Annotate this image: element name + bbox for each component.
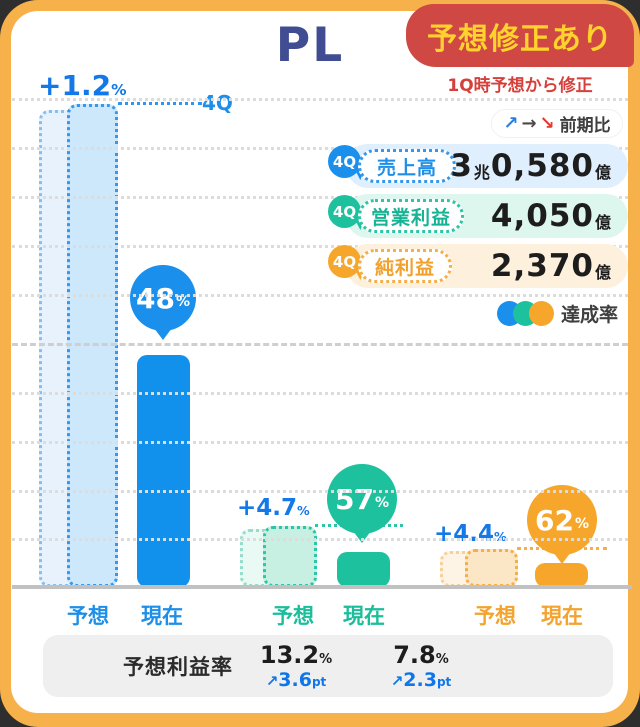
legend-row-net-profit: 4Q 純利益 2,370 億 [328,244,628,288]
value-number: 3 [450,148,473,184]
delta-number: 2.3 [403,669,437,691]
legend-label-pill: 売上高 [358,149,456,183]
gridline-50pct [12,343,628,346]
achievement-unit: % [175,294,190,310]
quarter-badge: 4Q [328,245,361,278]
legend-label-pill: 純利益 [358,249,452,283]
period-comparison-legend: ↗ → ↘ 前期比 [491,109,623,138]
axis-label-forecast: 予想 [474,604,516,628]
delta-number: 3.6 [278,669,312,691]
margin-unit: % [435,652,449,667]
delta-unit: pt [311,675,327,689]
gridline [12,147,628,150]
value-number: 4,050 [490,198,594,234]
revision-value: +4.4 [434,521,495,547]
legend-value: 4,050 億 [489,194,612,238]
comparison-label: 前期比 [559,116,611,136]
gridline [12,98,628,101]
achievement-rate-label: 達成率 [561,304,619,326]
revenue-current-bar [137,355,190,587]
margin-delta: ↗2.3pt [356,669,486,691]
operating-revision-label: +4.7% [237,495,310,521]
legend-row-operating-profit: 4Q 営業利益 4,050 億 [328,194,628,238]
achievement-value: 62 [535,503,574,537]
value-unit: 億 [594,163,611,182]
operating-achievement-bubble: 57% [327,464,397,543]
achievement-unit: % [374,495,389,511]
revenue-target-label: 4Q [202,91,233,115]
axis-label-current: 現在 [343,604,385,628]
value-number: 2,370 [490,248,594,284]
revenue-revision-label: +1.2% [38,69,126,102]
legend-value: 2,370 億 [489,244,612,288]
right-arrow-icon: → [521,112,537,134]
forecast-revision-note: 1Q時予想から修正 [447,76,593,96]
revision-unit: % [111,81,127,99]
gridline [12,538,628,541]
quarter-badge: 4Q [328,195,361,228]
up-right-arrow-icon: ↗ [265,672,279,690]
operating-current-bar [337,552,390,587]
gridline [12,392,628,395]
revision-unit: % [494,529,507,544]
quarter-badge: 4Q [328,145,361,178]
gridline [12,294,628,297]
up-right-arrow-icon: ↗ [390,672,404,690]
value-unit: 兆 [473,163,490,182]
margin-number: 13.2 [259,641,320,669]
down-right-arrow-icon: ↘ [539,112,555,134]
net-achievement-bubble: 62% [527,485,597,564]
revision-value: +1.2 [38,69,112,102]
orange-dot-icon [529,301,554,326]
gridline [12,196,628,199]
margin-number: 7.8 [393,641,436,669]
legend-row-revenue: 4Q 売上高 3 兆 0,580 億 [328,144,628,188]
axis-label-forecast: 予想 [67,604,109,628]
net-current-bar [535,563,588,587]
revenue-achievement-bubble: 48% [130,265,196,340]
axis-label-current: 現在 [141,604,183,628]
achievement-value: 57 [335,482,374,516]
margin-unit: % [319,652,333,667]
value-unit: 億 [594,263,611,282]
margin-delta: ↗3.6pt [231,669,361,691]
forecast-revision-badge: 予想修正あり [406,4,634,67]
net-forecast-bar [465,549,518,587]
up-right-arrow-icon: ↗ [503,112,519,134]
revision-unit: % [297,503,310,518]
margin-value: 7.8% [356,641,486,669]
operating-forecast-bar [263,526,317,587]
forecast-margin-table: 予想利益率 13.2% ↗3.6pt 7.8% ↗2.3pt [43,635,613,697]
margin-table-label: 予想利益率 [123,655,233,679]
gridline [12,441,628,444]
net-revision-label: +4.4% [434,521,507,547]
delta-unit: pt [436,675,452,689]
revenue-target-line [118,102,202,105]
value-number: 0,580 [490,148,594,184]
axis-label-forecast: 予想 [272,604,314,628]
gridline [12,245,628,248]
revision-value: +4.7 [237,495,298,521]
baseline [12,585,632,589]
margin-value: 13.2% [231,641,361,669]
axis-label-current: 現在 [541,604,583,628]
achievement-rate-legend: 達成率 [497,300,618,327]
achievement-unit: % [574,516,589,532]
achievement-value: 48 [136,281,175,315]
operating-margin-cell: 13.2% ↗3.6pt [231,641,361,691]
gridline [12,490,628,493]
legend-value: 3 兆 0,580 億 [450,144,612,188]
page-title: PL [275,18,345,73]
net-margin-cell: 7.8% ↗2.3pt [356,641,486,691]
value-unit: 億 [594,213,611,232]
legend-label-pill: 営業利益 [358,199,464,233]
